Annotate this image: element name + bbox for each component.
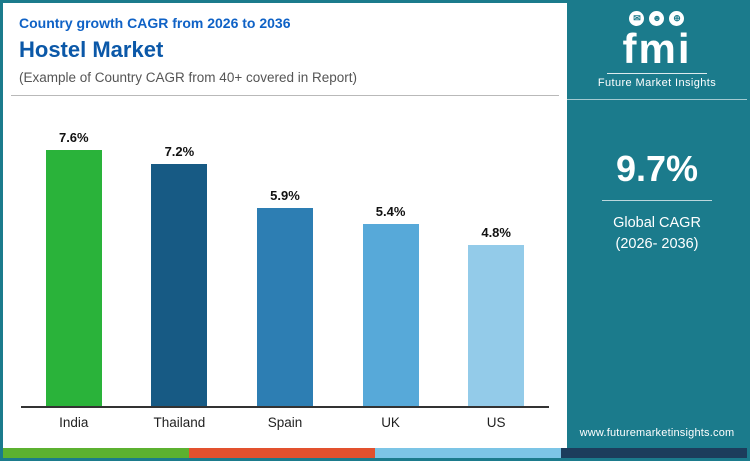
- footer-strip-segment: [375, 448, 561, 458]
- bar-spain: [256, 207, 313, 406]
- logo-icons: ✉ ☻ ⊕: [629, 11, 685, 26]
- globe-icon: ⊕: [669, 11, 685, 26]
- footer-strip: [3, 448, 747, 458]
- header-divider: [11, 95, 559, 96]
- chart-panel: Country growth CAGR from 2026 to 2036 Ho…: [3, 3, 567, 448]
- footer-strip-segment: [189, 448, 375, 458]
- bar-chart: 7.6% 7.2% 5.9% 5.4% 4.8%: [21, 110, 549, 408]
- bar-value-label: 7.2%: [164, 143, 195, 159]
- bar-value-label: 4.8%: [481, 224, 511, 240]
- bar-india: [45, 150, 102, 406]
- bar-value-label: 7.6%: [58, 130, 89, 146]
- subtitle-text: (Example of Country CAGR from 40+ covere…: [19, 70, 358, 85]
- brand-name: Future Market Insights: [597, 77, 717, 89]
- global-cagr-value: 9.7%: [615, 148, 699, 189]
- fmi-logo: ✉ ☻ ⊕ fmi Future Market Insights: [598, 11, 716, 89]
- bar-group-spain: 5.9%: [232, 110, 338, 406]
- website-url: www.futuremarketinsights.com: [579, 427, 735, 439]
- bar-us: [468, 244, 525, 406]
- global-cagr-block: 9.7% Global CAGR (2026- 2036): [602, 148, 712, 255]
- x-axis-label-us: US: [486, 415, 506, 430]
- bar-value-label: 5.9%: [270, 187, 300, 203]
- person-icon: ☻: [649, 11, 665, 26]
- x-axis-label-spain: Spain: [267, 415, 303, 430]
- bar-group-uk: 5.4%: [338, 110, 444, 406]
- bar-group-india: 7.6%: [21, 110, 127, 406]
- logo-divider: [606, 73, 707, 74]
- x-axis-label-thailand: Thailand: [153, 415, 206, 430]
- bar-group-thailand: 7.2%: [127, 110, 233, 406]
- page-title: Hostel Market: [19, 37, 164, 62]
- x-axis-label-india: India: [59, 415, 89, 430]
- global-cagr-label: Global CAGR: [613, 215, 701, 231]
- report-range-text: Country growth CAGR from 2026 to 2036: [19, 15, 291, 31]
- bar-thailand: [151, 163, 208, 406]
- bar-group-us: 4.8%: [443, 110, 549, 406]
- x-axis-labels: India Thailand Spain UK US: [21, 415, 549, 430]
- sidebar: ✉ ☻ ⊕ fmi Future Market Insights 9.7% Gl…: [567, 3, 747, 448]
- envelope-icon: ✉: [629, 11, 645, 26]
- bar-value-label: 5.4%: [375, 204, 406, 220]
- bar-uk: [362, 224, 419, 406]
- global-cagr-range: (2026- 2036): [615, 236, 699, 253]
- fmi-logo-text: fmi: [622, 25, 692, 72]
- footer-strip-segment: [3, 448, 189, 458]
- footer-strip-segment: [561, 448, 747, 458]
- stat-divider: [602, 200, 712, 201]
- x-axis-label-uk: UK: [381, 415, 400, 430]
- sidebar-divider: [567, 99, 747, 100]
- main-row: Country growth CAGR from 2026 to 2036 Ho…: [3, 3, 747, 448]
